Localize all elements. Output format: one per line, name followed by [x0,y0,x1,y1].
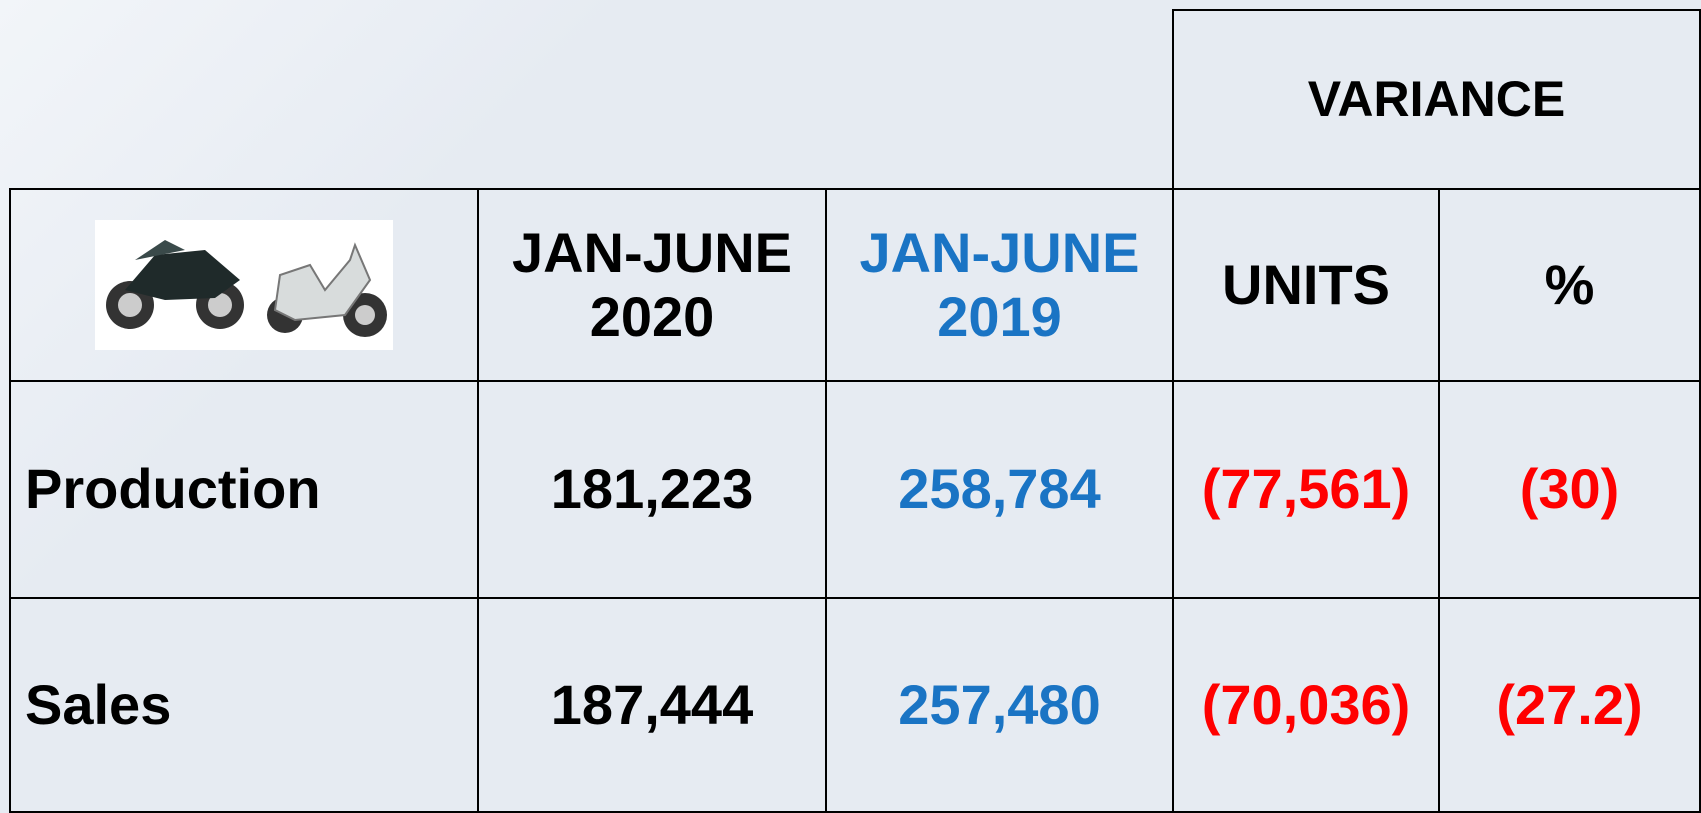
column-header: JAN-JUNE 2020 [477,188,827,382]
variance-percent: (30) [1438,380,1701,599]
row-label: Sales [9,597,479,813]
variance-units: (77,561) [1172,380,1440,599]
value-2019: 257,480 [825,597,1174,813]
value-2020: 181,223 [477,380,827,599]
column-header: JAN-JUNE 2019 [825,188,1174,382]
column-header: % [1438,188,1701,382]
value-2019: 258,784 [825,380,1174,599]
variance-units: (70,036) [1172,597,1440,813]
row-label: Production [9,380,479,599]
column-header: UNITS [1172,188,1440,382]
variance-percent: (27.2) [1438,597,1701,813]
variance-header: VARIANCE [1172,9,1701,190]
image-cell [9,188,479,382]
motorcycles-image [95,220,393,350]
page: VARIANCE JAN-JUNE 2020 JAN-JUNE 2019 UNI… [0,0,1701,813]
value-2020: 187,444 [477,597,827,813]
